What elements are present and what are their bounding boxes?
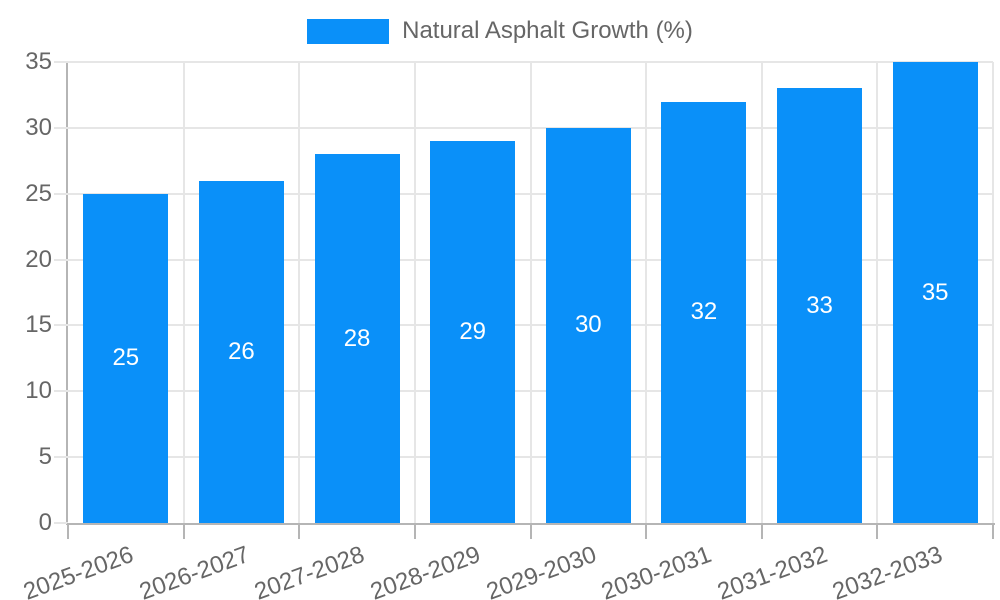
y-tick-mark — [54, 390, 68, 393]
y-tick-label: 25 — [25, 179, 52, 207]
bar[interactable]: 32 — [661, 101, 747, 523]
plot-area: 25 26 28 29 30 32 33 35 — [68, 61, 994, 523]
gridline-v — [182, 62, 185, 523]
gridline-v — [413, 62, 416, 523]
y-tick-mark — [54, 258, 68, 261]
y-tick-label: 15 — [25, 311, 52, 339]
y-tick-mark — [54, 324, 68, 327]
legend[interactable]: Natural Asphalt Growth (%) — [0, 17, 1000, 45]
y-tick-label: 30 — [25, 113, 52, 141]
y-tick-label: 0 — [38, 509, 52, 536]
legend-label: Natural Asphalt Growth (%) — [402, 17, 693, 44]
y-tick-mark — [54, 126, 68, 129]
x-tick-label: 2030-2031 — [598, 541, 716, 600]
gridline-v — [298, 62, 301, 523]
x-tick-label: 2029-2030 — [482, 541, 600, 600]
gridline-v — [992, 62, 994, 523]
bar-value-label: 35 — [921, 278, 949, 306]
bar-value-label: 32 — [690, 298, 718, 326]
x-tick-mark — [67, 523, 69, 539]
x-tick-label: 2031-2032 — [713, 541, 831, 600]
gridline-v — [760, 62, 763, 523]
gridline-v — [645, 62, 648, 523]
bar[interactable]: 25 — [83, 193, 169, 523]
bar-value-label: 30 — [574, 311, 602, 339]
bar[interactable]: 28 — [314, 154, 400, 523]
gridline-v — [876, 62, 879, 523]
x-tick-label: 2026-2027 — [135, 541, 253, 600]
bar[interactable]: 30 — [545, 127, 631, 523]
gridline-v — [529, 62, 532, 523]
y-tick-label: 20 — [25, 245, 52, 273]
x-tick-label: 2025-2026 — [19, 541, 138, 600]
legend-swatch — [307, 18, 390, 44]
y-tick-label: 35 — [25, 48, 52, 75]
x-tick-label: 2028-2029 — [366, 541, 484, 600]
bar[interactable]: 29 — [430, 141, 516, 523]
y-tick-mark — [54, 61, 68, 63]
y-tick-mark — [54, 522, 68, 524]
y-axis-line — [66, 62, 68, 525]
y-tick-label: 5 — [38, 443, 52, 471]
x-tick-mark — [645, 523, 648, 539]
x-tick-label: 2027-2028 — [251, 541, 369, 600]
x-tick-mark — [298, 523, 301, 539]
bar[interactable]: 26 — [198, 180, 284, 523]
bar[interactable]: 33 — [777, 88, 863, 523]
x-tick-mark — [413, 523, 416, 539]
bar-value-label: 33 — [806, 291, 833, 319]
y-tick-label: 10 — [25, 377, 52, 405]
x-tick-label: 2032-2033 — [829, 541, 947, 600]
x-tick-mark — [182, 523, 185, 539]
bar-value-label: 25 — [112, 344, 140, 372]
bar-value-label: 29 — [459, 318, 487, 346]
x-tick-mark — [760, 523, 763, 539]
x-tick-mark — [992, 523, 994, 539]
x-tick-mark — [876, 523, 879, 539]
x-tick-mark — [529, 523, 532, 539]
y-tick-mark — [54, 192, 68, 195]
y-tick-mark — [54, 456, 68, 459]
bar-value-label: 26 — [228, 337, 255, 365]
bar[interactable]: 35 — [892, 62, 978, 523]
bar-value-label: 28 — [343, 324, 371, 352]
